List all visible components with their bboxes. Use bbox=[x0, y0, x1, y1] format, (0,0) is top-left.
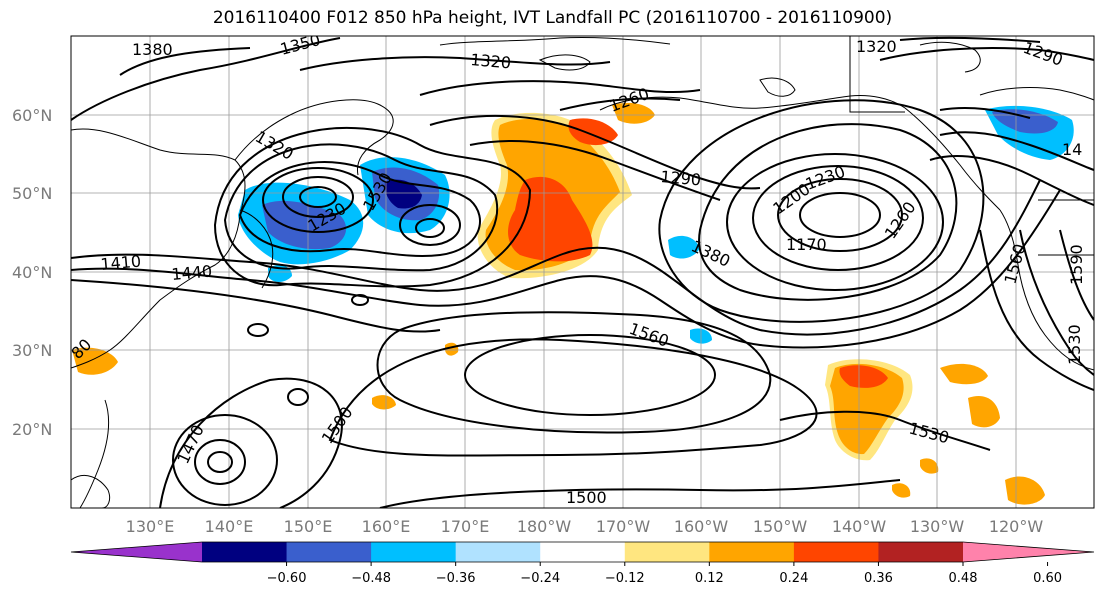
lon-label: 160°W bbox=[674, 517, 729, 536]
lon-label: 170°W bbox=[596, 517, 651, 536]
contour-label: 1380 bbox=[688, 236, 733, 270]
colorbar-outline bbox=[70, 541, 1095, 563]
colorbar-tick-label: −0.24 bbox=[520, 571, 560, 586]
colorbar-tick-label: 0.36 bbox=[864, 571, 893, 586]
colorbar: −0.60 −0.48 −0.36 −0.24 −0.12 0.12 0.24 0.36 0.4… bbox=[70, 541, 1095, 586]
colorbar-segment bbox=[202, 542, 288, 562]
colorbar-extend-min bbox=[71, 542, 202, 562]
contour-label: 1560 bbox=[1001, 242, 1030, 286]
contour-label: 1590 bbox=[1067, 244, 1086, 285]
colorbar-tick-label: −0.12 bbox=[605, 571, 645, 586]
colorbar-tick-label: 0.12 bbox=[695, 571, 724, 586]
map-title: 2016110400 F012 850 hPa height, IVT Land… bbox=[212, 8, 893, 28]
ivt-negative-shading bbox=[238, 105, 1074, 344]
colorbar-tick-label: −0.48 bbox=[351, 571, 391, 586]
contour-label: 1320 bbox=[470, 50, 512, 72]
contour-label: 1350 bbox=[278, 30, 322, 59]
colorbar-segment bbox=[371, 542, 457, 562]
lon-label: 180°W bbox=[517, 517, 572, 536]
lat-label: 20°N bbox=[12, 420, 52, 439]
contour-label: 1470 bbox=[173, 422, 207, 467]
colorbar-segment bbox=[709, 542, 795, 562]
lon-label: 120°W bbox=[989, 517, 1044, 536]
lon-label: 160°E bbox=[362, 517, 411, 536]
contour-label: 1170 bbox=[786, 235, 827, 254]
colorbar-extend-max bbox=[963, 542, 1094, 562]
lat-label: 30°N bbox=[12, 341, 52, 360]
contour-label: 14 bbox=[1062, 140, 1082, 159]
lon-label: 140°W bbox=[832, 517, 887, 536]
colorbar-segment bbox=[624, 542, 710, 562]
lon-label: 140°E bbox=[205, 517, 254, 536]
lat-label: 60°N bbox=[12, 106, 52, 125]
contour-label: 1410 bbox=[100, 252, 142, 274]
colorbar-tick-label: 0.60 bbox=[1033, 571, 1062, 586]
lon-label: 170°E bbox=[441, 517, 490, 536]
contour-label: 1530 bbox=[907, 419, 951, 448]
contour-label: 1320 bbox=[252, 127, 297, 164]
plot-frame bbox=[70, 35, 1095, 509]
ivt-positive-shading bbox=[72, 102, 1045, 505]
colorbar-segment bbox=[793, 542, 879, 562]
contour-label: 1500 bbox=[318, 403, 357, 447]
lat-label: 40°N bbox=[12, 263, 52, 282]
contour-label: 1230 bbox=[803, 162, 848, 194]
lat-label: 50°N bbox=[12, 184, 52, 203]
contour-label: 1320 bbox=[856, 37, 897, 56]
longitude-labels: 130°E 140°E 150°E 160°E 170°E 180°W 170°… bbox=[126, 517, 1044, 536]
lon-label: 150°W bbox=[753, 517, 808, 536]
colorbar-segment bbox=[286, 542, 372, 562]
colorbar-tick-label: −0.60 bbox=[267, 571, 307, 586]
contour-label: 1260 bbox=[881, 198, 920, 242]
lon-label: 130°W bbox=[910, 517, 965, 536]
lon-label: 150°E bbox=[284, 517, 333, 536]
contour-label: 1290 bbox=[1021, 38, 1066, 70]
lon-label: 130°E bbox=[126, 517, 175, 536]
colorbar-tick-label: 0.24 bbox=[779, 571, 808, 586]
contour-label: 1530 bbox=[1065, 324, 1084, 365]
colorbar-tick-label: 0.48 bbox=[949, 571, 978, 586]
colorbar-tick-label: −0.36 bbox=[436, 571, 476, 586]
contour-label: 1290 bbox=[660, 167, 702, 189]
contour-label: 1440 bbox=[171, 262, 213, 284]
height-contours bbox=[71, 36, 1094, 508]
contour-labels: 1380 1350 1320 1320 1290 1260 1320 1290 … bbox=[71, 30, 1086, 507]
colorbar-segment bbox=[540, 542, 626, 562]
latitude-labels: 60°N 50°N 40°N 30°N 20°N bbox=[12, 106, 52, 439]
contour-label: 1500 bbox=[566, 488, 607, 507]
colorbar-segment bbox=[455, 542, 541, 562]
colorbar-segment bbox=[878, 542, 964, 562]
contour-label: 1380 bbox=[132, 40, 173, 59]
